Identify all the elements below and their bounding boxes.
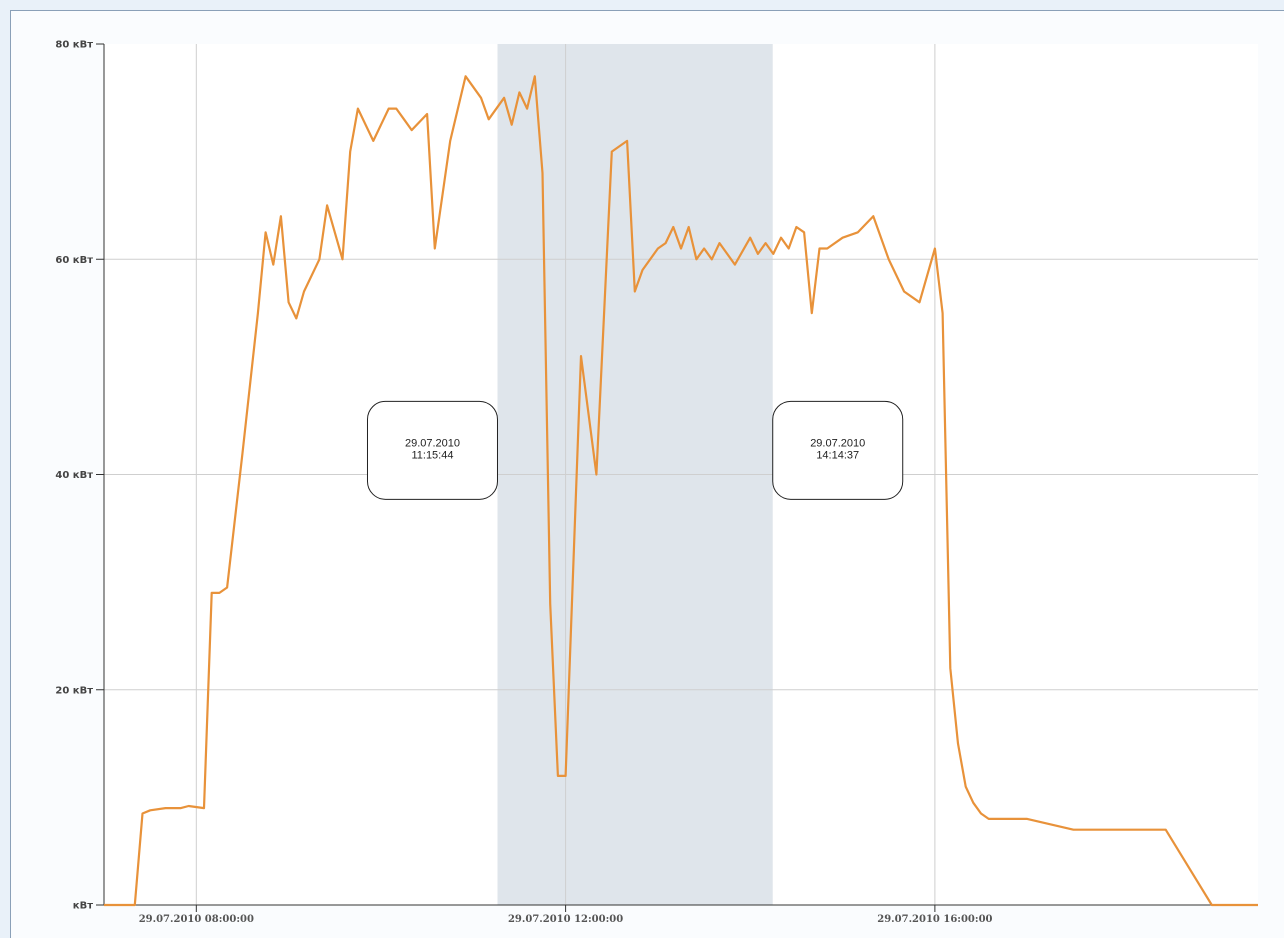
power-chart[interactable]: кВт 20 кВт 40 кВт 60 кВт 80 кВт 29.07.2010 08… xyxy=(11,11,1284,938)
y-tick-label: 20 кВт xyxy=(55,685,93,696)
grid-lines xyxy=(104,44,1258,905)
marker-box-frame xyxy=(772,400,904,500)
marker-time: 14:14:37 xyxy=(816,449,859,461)
chart-window: кВт 20 кВт 40 кВт 60 кВт 80 кВт 29.07.2010 08… xyxy=(10,10,1284,938)
y-tick-label: 60 кВт xyxy=(55,255,93,266)
x-tick-label: 29.07.2010 08:00:00 xyxy=(139,914,254,925)
y-tick-label: 80 кВт xyxy=(55,40,93,51)
x-tick-label: 29.07.2010 12:00:00 xyxy=(508,914,623,925)
marker-date: 29.07.2010 xyxy=(810,437,865,449)
marker-box-frame xyxy=(366,400,498,500)
marker-date: 29.07.2010 xyxy=(405,437,460,449)
y-tick-label: 40 кВт xyxy=(55,470,93,481)
y-tick-label: кВт xyxy=(73,901,93,912)
x-tick-label: 29.07.2010 16:00:00 xyxy=(877,914,992,925)
marker-time: 11:15:44 xyxy=(411,449,453,461)
axes: кВт 20 кВт 40 кВт 60 кВт 80 кВт 29.07.2010 08… xyxy=(55,40,1258,925)
power-series-line xyxy=(104,75,1258,907)
